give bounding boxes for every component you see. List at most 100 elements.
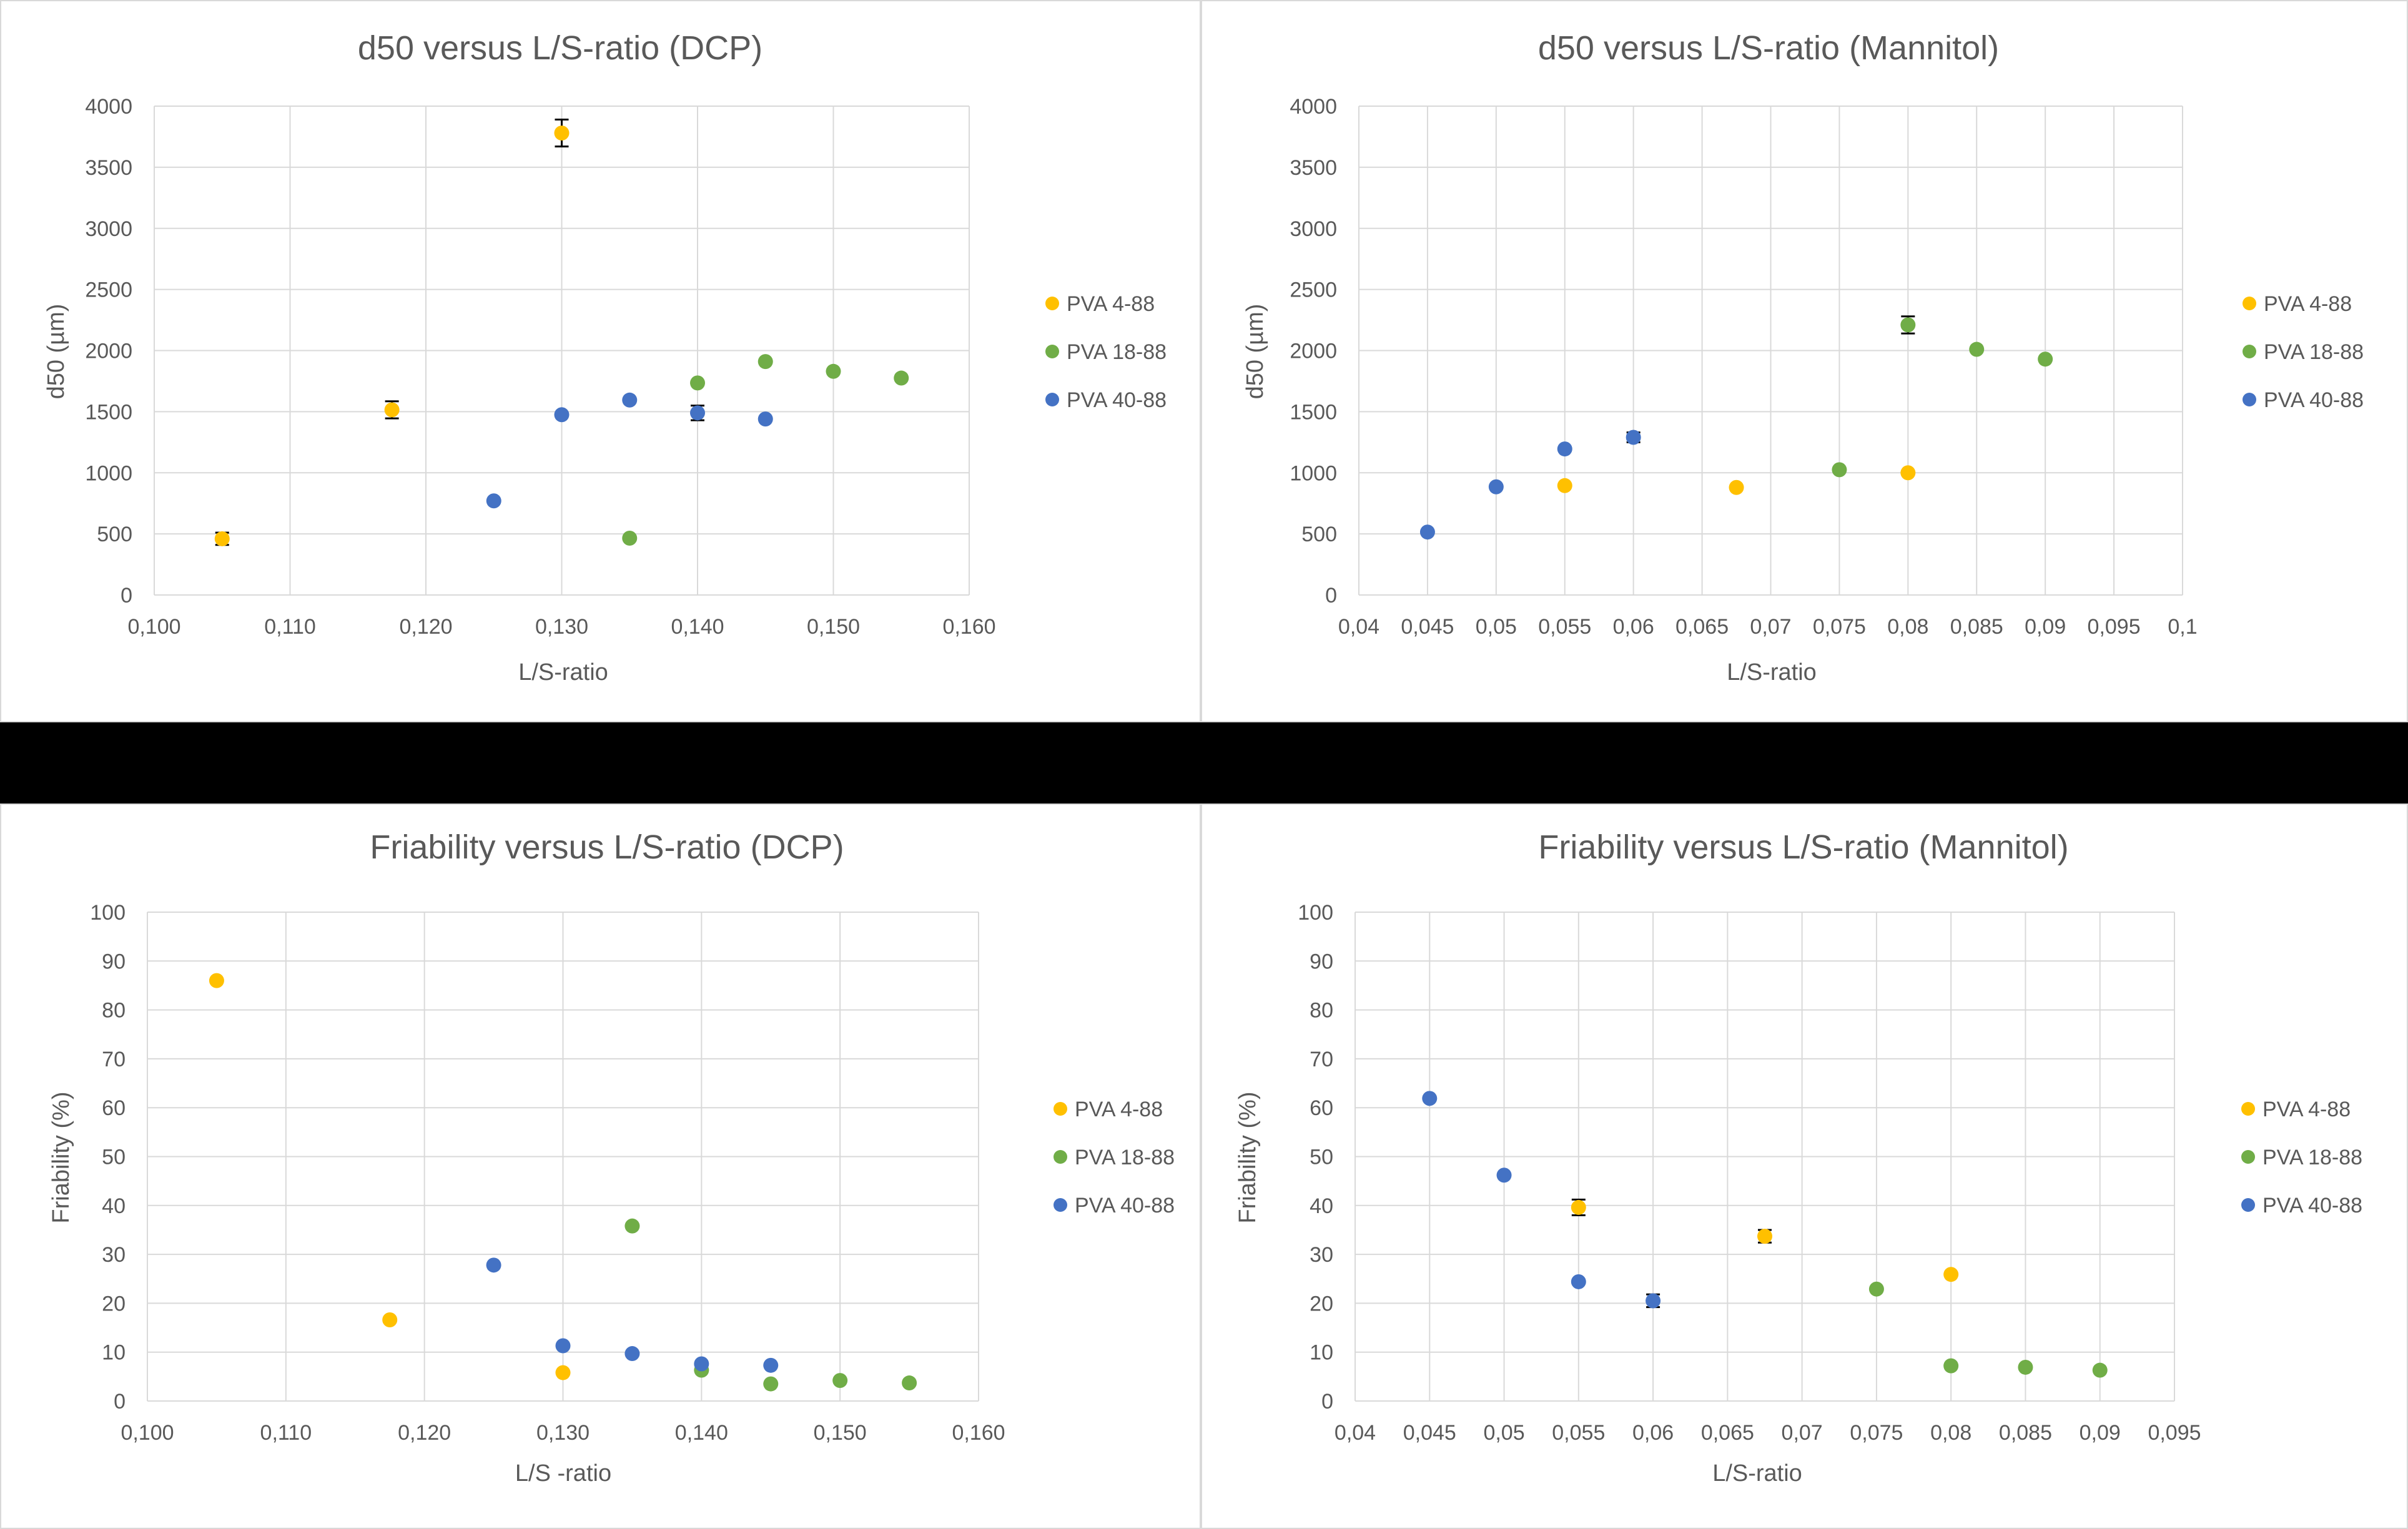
- legend-label: PVA 18-88: [2264, 340, 2364, 364]
- legend-marker: [2243, 345, 2256, 358]
- data-point: [694, 1356, 709, 1372]
- legend-label: PVA 4-88: [1067, 292, 1155, 316]
- x-tick-label: 0,140: [671, 615, 724, 639]
- legend-marker: [2243, 297, 2256, 310]
- x-tick-label: 0,120: [398, 1421, 451, 1445]
- data-point: [554, 407, 570, 423]
- chart-d50-mannitol: d50 versus L/S-ratio (Mannitol) L/S-rati…: [1242, 29, 2364, 686]
- y-tick-label: 50: [1310, 1146, 1333, 1169]
- chart-d50-dcp: d50 versus L/S-ratio (DCP) L/S-ratio d50…: [43, 29, 1167, 686]
- chart-title: Friability versus L/S-ratio (Mannitol): [1538, 828, 2068, 866]
- data-point: [1419, 524, 1435, 540]
- data-point: [624, 1218, 640, 1234]
- x-tick-label: 0,100: [121, 1421, 174, 1445]
- x-tick-label: 0,09: [2080, 1421, 2121, 1445]
- data-point: [1757, 1229, 1772, 1244]
- y-tick-label: 60: [102, 1096, 126, 1120]
- y-axis-label: d50 (µm): [1242, 304, 1268, 400]
- x-tick-label: 0,045: [1403, 1421, 1456, 1445]
- y-tick-label: 500: [97, 523, 132, 546]
- grid: [1358, 106, 2183, 596]
- data-point: [1900, 465, 1916, 481]
- x-tick-label: 0,100: [127, 615, 180, 639]
- y-axis-label: Friability (%): [48, 1091, 74, 1223]
- y-tick-label: 1500: [1290, 400, 1337, 424]
- y-axis-label: Friability (%): [1235, 1091, 1261, 1223]
- legend-marker: [2241, 1150, 2255, 1164]
- data-point: [1571, 1199, 1586, 1215]
- chart-panel-friability-dcp: Friability versus L/S-ratio (DCP) L/S -r…: [0, 804, 1201, 1529]
- series-1: [1557, 465, 1916, 495]
- data-point: [832, 1373, 848, 1389]
- chart-panel-friability-mannitol: Friability versus L/S-ratio (Mannitol) L…: [1201, 804, 2408, 1529]
- x-tick-label: 0,075: [1850, 1421, 1903, 1445]
- y-tick-label: 100: [90, 901, 126, 925]
- x-tick-label: 0,085: [1999, 1421, 2052, 1445]
- series-3: [1419, 430, 1641, 540]
- data-point: [894, 370, 909, 386]
- y-tick-label: 70: [1310, 1048, 1333, 1071]
- x-tick-label: 0,150: [814, 1421, 867, 1445]
- data-point: [1943, 1358, 1959, 1374]
- y-tick-label: 40: [102, 1194, 126, 1218]
- legend-marker: [1045, 345, 1059, 358]
- data-point: [1626, 430, 1641, 445]
- legend-label: PVA 40-88: [2262, 1194, 2362, 1217]
- data-point: [1571, 1274, 1586, 1289]
- data-point: [1969, 342, 1985, 357]
- legend-marker: [1054, 1198, 1067, 1212]
- y-tick-label: 70: [102, 1048, 126, 1071]
- data-point: [382, 1312, 398, 1328]
- chart-friability-mannitol: Friability versus L/S-ratio (Mannitol) L…: [1235, 828, 2362, 1487]
- data-point: [2018, 1359, 2033, 1375]
- series-3: [486, 392, 773, 509]
- x-tick-label: 0,095: [2148, 1421, 2201, 1445]
- x-tick-label: 0,065: [1701, 1421, 1754, 1445]
- x-tick-label: 0,08: [1887, 615, 1928, 639]
- x-tick-label: 0,160: [952, 1421, 1005, 1445]
- x-tick-label: 0,06: [1632, 1421, 1674, 1445]
- series-2: [1832, 315, 2053, 478]
- legend-label: PVA 18-88: [1067, 340, 1167, 364]
- data-point: [1900, 317, 1916, 333]
- data-point: [624, 1346, 640, 1362]
- x-tick-label: 0,055: [1552, 1421, 1605, 1445]
- series-3: [1422, 1091, 1661, 1309]
- data-point: [486, 493, 501, 509]
- legend-label: PVA 40-88: [1075, 1194, 1175, 1217]
- y-tick-label: 80: [1310, 999, 1333, 1023]
- legend-marker: [1054, 1150, 1067, 1164]
- y-tick-label: 100: [1298, 901, 1333, 925]
- y-tick-label: 60: [1310, 1096, 1333, 1120]
- x-tick-label: 0,130: [536, 1421, 590, 1445]
- data-point: [1488, 479, 1504, 494]
- legend-marker: [2243, 393, 2256, 406]
- y-axis-label: d50 (µm): [43, 304, 69, 400]
- data-point: [1496, 1168, 1512, 1183]
- y-tick-label: 2500: [1290, 278, 1337, 302]
- legend-marker: [2241, 1198, 2255, 1212]
- legend-marker: [1045, 297, 1059, 310]
- y-tick-label: 1000: [1290, 461, 1337, 485]
- x-tick-label: 0,04: [1338, 615, 1379, 639]
- data-point: [757, 354, 773, 370]
- chart-friability-dcp: Friability versus L/S-ratio (DCP) L/S -r…: [48, 828, 1175, 1487]
- x-tick-label: 0,065: [1675, 615, 1729, 639]
- y-tick-label: 4000: [1290, 95, 1337, 119]
- x-tick-label: 0,04: [1335, 1421, 1376, 1445]
- y-tick-label: 80: [102, 999, 126, 1023]
- data-point: [384, 402, 400, 418]
- y-tick-label: 40: [1310, 1194, 1333, 1218]
- data-point: [209, 973, 224, 988]
- y-tick-label: 2000: [1290, 340, 1337, 363]
- data-point: [1729, 479, 1744, 495]
- data-point: [757, 411, 773, 427]
- y-tick-label: 0: [1321, 1390, 1333, 1413]
- y-tick-label: 3500: [1290, 156, 1337, 180]
- y-tick-label: 0: [121, 584, 132, 607]
- x-tick-label: 0,045: [1401, 615, 1454, 639]
- y-tick-label: 30: [102, 1243, 126, 1267]
- x-tick-label: 0,09: [2025, 615, 2066, 639]
- data-point: [1868, 1281, 1884, 1297]
- legend-label: PVA 18-88: [2262, 1146, 2362, 1169]
